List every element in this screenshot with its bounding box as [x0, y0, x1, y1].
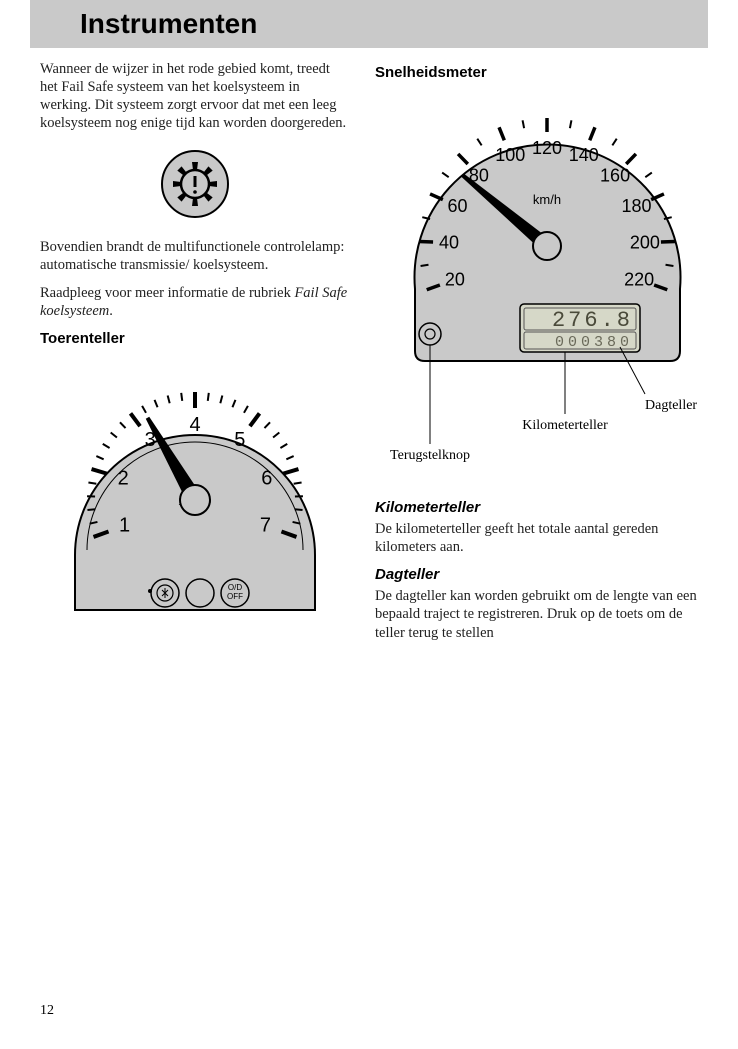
- left-column: Wanneer de wijzer in het rode gebied kom…: [40, 60, 350, 652]
- page-header: Instrumenten: [30, 0, 708, 48]
- warning-icon: [40, 149, 350, 224]
- speedometer-heading: Snelheidsmeter: [375, 64, 705, 81]
- para3-prefix: Raadpleeg voor meer informatie de rubrie…: [40, 285, 294, 301]
- svg-text:200: 200: [630, 233, 660, 253]
- svg-text:160: 160: [600, 166, 630, 186]
- speed-unit: km/h: [533, 192, 561, 207]
- svg-text:6: 6: [261, 467, 272, 489]
- svg-text:40: 40: [439, 233, 459, 253]
- svg-text:7: 7: [260, 515, 271, 537]
- svg-text:4: 4: [189, 414, 200, 436]
- svg-text:180: 180: [622, 196, 652, 216]
- callout-trip: Dagteller: [645, 398, 697, 413]
- trip-value: 276.8: [552, 308, 633, 333]
- svg-text:1: 1: [119, 515, 130, 537]
- svg-text:120: 120: [532, 138, 562, 158]
- intro-para-2: Bovendien brandt de multifunctionele con…: [40, 238, 350, 274]
- km-text: De kilometerteller geeft het totale aant…: [375, 520, 705, 556]
- para3-suffix: .: [109, 303, 113, 319]
- right-column: Snelheidsmeter 2040608010012014016018020…: [375, 60, 705, 652]
- callout-reset: Terugstelknop: [390, 448, 470, 463]
- svg-text:20: 20: [445, 270, 465, 290]
- svg-text:100: 100: [495, 145, 525, 165]
- page-number: 12: [40, 1003, 54, 1019]
- intro-para-1: Wanneer de wijzer in het rode gebied kom…: [40, 60, 350, 133]
- tachometer-gauge: 1234567 x1000 O/D OFF: [50, 355, 340, 635]
- od-off-label-1: O/D: [228, 583, 242, 592]
- svg-text:2: 2: [118, 467, 129, 489]
- svg-text:140: 140: [569, 145, 599, 165]
- od-off-label-2: OFF: [227, 592, 243, 601]
- page-title: Instrumenten: [80, 8, 678, 40]
- trip-heading: Dagteller: [375, 566, 705, 583]
- svg-text:220: 220: [624, 270, 654, 290]
- km-heading: Kilometerteller: [375, 499, 705, 516]
- tachometer-heading: Toerenteller: [40, 330, 350, 347]
- trip-text: De dagteller kan worden gebruikt om de l…: [375, 587, 705, 641]
- speedometer-gauge: 20406080100120140160180200220 km/h 276.8…: [375, 89, 705, 489]
- callout-odo: Kilometerteller: [522, 418, 608, 433]
- intro-para-3: Raadpleeg voor meer informatie de rubrie…: [40, 284, 350, 320]
- svg-text:60: 60: [447, 196, 467, 216]
- svg-text:5: 5: [234, 429, 245, 451]
